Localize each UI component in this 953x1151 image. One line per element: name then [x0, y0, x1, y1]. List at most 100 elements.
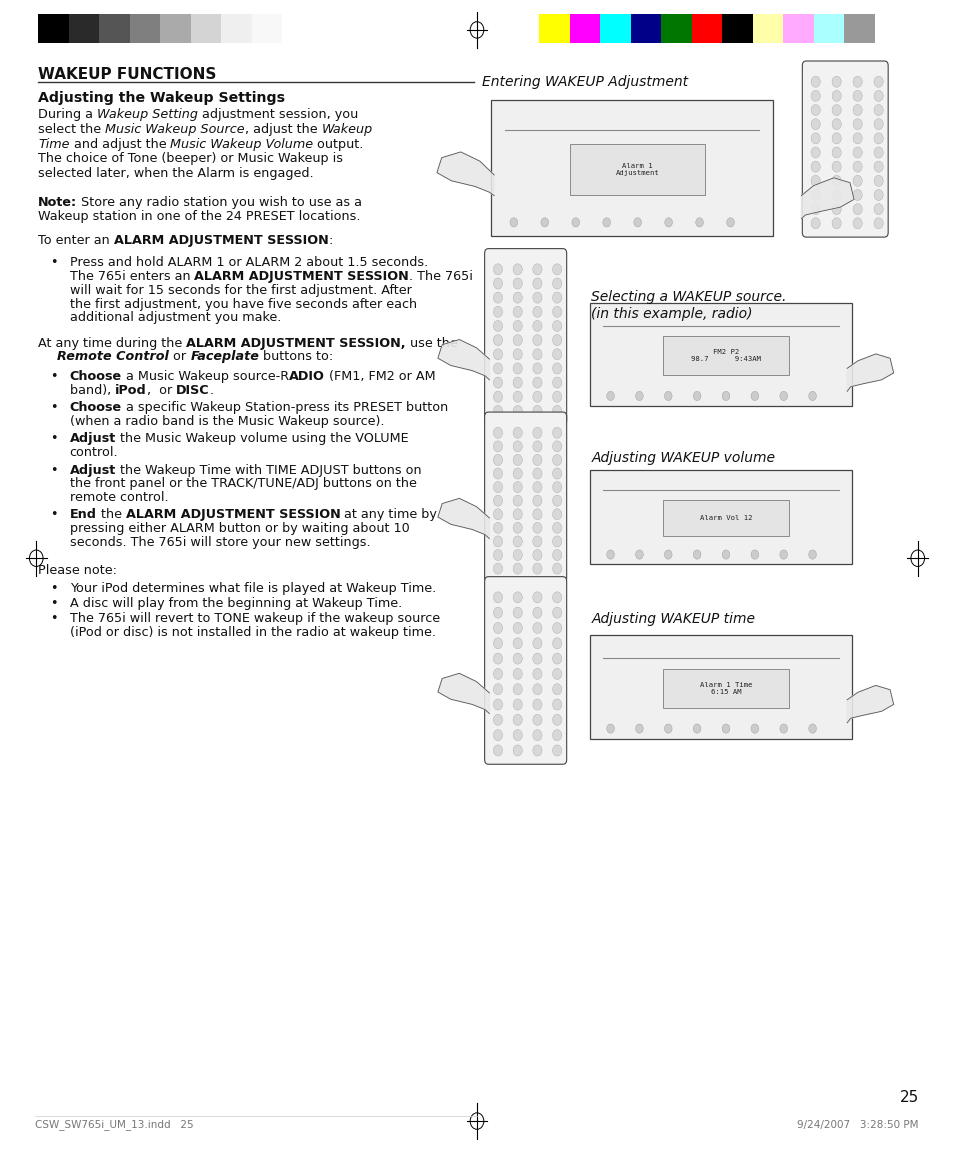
FancyBboxPatch shape: [69, 14, 99, 43]
Circle shape: [533, 509, 541, 520]
Circle shape: [808, 724, 816, 733]
Text: Alarm 1 Time
6:15 AM: Alarm 1 Time 6:15 AM: [699, 681, 752, 695]
Circle shape: [533, 378, 541, 388]
Circle shape: [493, 730, 502, 741]
FancyBboxPatch shape: [599, 14, 630, 43]
Circle shape: [513, 481, 521, 493]
Circle shape: [552, 699, 561, 710]
FancyBboxPatch shape: [630, 14, 660, 43]
Text: Adjusting WAKEUP time: Adjusting WAKEUP time: [591, 612, 755, 626]
Circle shape: [810, 190, 820, 200]
Text: Selecting a WAKEUP source.: Selecting a WAKEUP source.: [591, 290, 786, 304]
Text: a Music Wakeup source-R: a Music Wakeup source-R: [122, 371, 289, 383]
Circle shape: [810, 175, 820, 186]
Circle shape: [779, 391, 787, 401]
Circle shape: [552, 523, 561, 533]
Circle shape: [779, 724, 787, 733]
Circle shape: [552, 468, 561, 479]
Circle shape: [552, 495, 561, 506]
Text: . The 765i: . The 765i: [409, 269, 473, 283]
FancyBboxPatch shape: [252, 14, 282, 43]
Circle shape: [513, 427, 521, 439]
Polygon shape: [437, 498, 489, 539]
Circle shape: [750, 724, 758, 733]
Text: During a: During a: [38, 108, 97, 121]
Circle shape: [513, 745, 521, 756]
Text: additional adjustment you make.: additional adjustment you make.: [70, 311, 281, 325]
Circle shape: [493, 363, 502, 374]
Circle shape: [852, 204, 862, 215]
Circle shape: [533, 563, 541, 574]
Circle shape: [873, 175, 882, 186]
Circle shape: [810, 147, 820, 158]
Circle shape: [552, 427, 561, 439]
FancyBboxPatch shape: [160, 14, 191, 43]
Text: Wakeup Setting: Wakeup Setting: [97, 108, 198, 121]
Circle shape: [513, 455, 521, 465]
Circle shape: [533, 391, 541, 403]
FancyBboxPatch shape: [38, 14, 69, 43]
Text: End: End: [70, 509, 96, 521]
Circle shape: [513, 264, 521, 275]
Circle shape: [873, 147, 882, 158]
Circle shape: [513, 669, 521, 679]
Circle shape: [810, 91, 820, 101]
Text: output.: output.: [314, 138, 363, 151]
FancyBboxPatch shape: [130, 14, 160, 43]
Circle shape: [493, 699, 502, 710]
Polygon shape: [846, 355, 893, 391]
Circle shape: [831, 76, 841, 87]
Text: Store any radio station you wish to use as a: Store any radio station you wish to use …: [77, 196, 362, 208]
Circle shape: [540, 218, 548, 227]
Circle shape: [552, 684, 561, 695]
Circle shape: [750, 550, 758, 559]
Circle shape: [873, 119, 882, 130]
Circle shape: [533, 363, 541, 374]
Text: •: •: [51, 582, 58, 595]
Circle shape: [513, 378, 521, 388]
Circle shape: [831, 119, 841, 130]
Circle shape: [493, 715, 502, 725]
Circle shape: [493, 292, 502, 303]
Circle shape: [695, 218, 702, 227]
Polygon shape: [437, 340, 489, 380]
Circle shape: [831, 161, 841, 173]
Circle shape: [633, 218, 640, 227]
FancyBboxPatch shape: [843, 14, 874, 43]
Text: To enter an: To enter an: [38, 234, 113, 247]
Circle shape: [831, 105, 841, 115]
Text: Alarm Vol 12: Alarm Vol 12: [699, 514, 752, 520]
Circle shape: [533, 653, 541, 664]
Text: Music Wakeup Source: Music Wakeup Source: [105, 123, 245, 136]
Circle shape: [533, 669, 541, 679]
Circle shape: [852, 218, 862, 229]
Circle shape: [533, 608, 541, 618]
Circle shape: [606, 550, 614, 559]
Text: Choose: Choose: [70, 371, 122, 383]
Circle shape: [831, 91, 841, 101]
Circle shape: [533, 306, 541, 318]
FancyBboxPatch shape: [484, 249, 566, 425]
Circle shape: [493, 549, 502, 561]
Text: Faceplate: Faceplate: [190, 350, 259, 364]
Circle shape: [493, 684, 502, 695]
FancyBboxPatch shape: [589, 635, 851, 739]
Circle shape: [873, 105, 882, 115]
Text: (iPod or disc) is not installed in the radio at wakeup time.: (iPod or disc) is not installed in the r…: [70, 626, 436, 639]
FancyBboxPatch shape: [662, 500, 788, 535]
Circle shape: [552, 563, 561, 574]
Circle shape: [852, 119, 862, 130]
Circle shape: [513, 349, 521, 360]
Text: seconds. The 765i will store your new settings.: seconds. The 765i will store your new se…: [70, 536, 370, 549]
Text: Choose: Choose: [70, 402, 122, 414]
Circle shape: [533, 745, 541, 756]
Circle shape: [635, 724, 642, 733]
Circle shape: [493, 405, 502, 417]
Circle shape: [552, 320, 561, 331]
Circle shape: [606, 724, 614, 733]
Text: •: •: [51, 612, 58, 625]
Circle shape: [513, 523, 521, 533]
Text: Your iPod determines what file is played at Wakeup Time.: Your iPod determines what file is played…: [70, 582, 436, 595]
FancyBboxPatch shape: [484, 412, 566, 582]
Circle shape: [552, 592, 561, 603]
